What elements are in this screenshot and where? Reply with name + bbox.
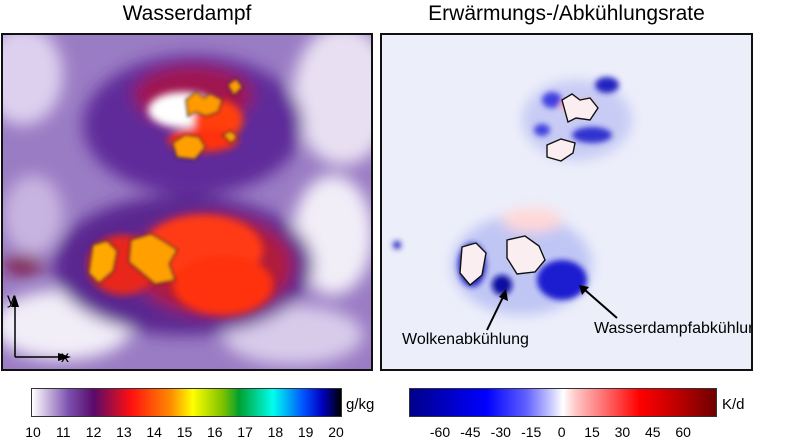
colorbar-tick-label: 12 <box>85 424 102 440</box>
heating-cooling-rate-map: Wolkenabkühlung Wasserdampfabkühlung <box>380 33 753 371</box>
axes-arrows-icon <box>11 295 71 361</box>
colorbar-tick-label: 45 <box>645 424 661 440</box>
water-vapour-map: y x <box>1 33 373 371</box>
heating-rate-colorbar <box>409 388 717 417</box>
water-vapour-unit: g/kg <box>346 396 375 413</box>
x-axis-label: x <box>61 349 69 366</box>
water-vapour-colorbar <box>31 388 342 417</box>
colorbar-tick-label: 16 <box>207 424 223 440</box>
colorbar-tick-label: 15 <box>584 424 600 440</box>
colorbar-tick-label: 10 <box>25 424 41 440</box>
colorbar-tick-label: 18 <box>267 424 284 440</box>
colorbar-tick-label: 11 <box>56 424 71 440</box>
colorbar-tick-label: -60 <box>429 424 451 440</box>
colorbar-tick-label: 60 <box>675 424 691 440</box>
colorbar-tick-label: 20 <box>328 424 344 440</box>
colorbar-tick-label: 15 <box>176 424 193 440</box>
y-axis-label: y <box>7 291 15 308</box>
cloud-cooling-annotation: Wolkenabkühlung <box>402 331 529 348</box>
colorbar-tick-label: -15 <box>521 424 542 440</box>
colorbar-tick-label: 30 <box>614 424 631 440</box>
colorbar-tick-label: 17 <box>237 424 253 440</box>
heating-rate-unit: K/d <box>722 396 745 413</box>
left-panel-title: Wasserdampf <box>122 2 252 25</box>
colorbar-tick-label: -45 <box>460 424 481 440</box>
vapour-cooling-annotation: Wasserdampfabkühlung <box>594 320 753 337</box>
colorbar-tick-label: 0 <box>557 424 566 440</box>
colorbar-tick-label: -30 <box>490 424 511 440</box>
annotation-arrows-icon <box>486 285 618 331</box>
colorbar-tick-label: 13 <box>116 424 132 440</box>
colorbar-tick-label: 19 <box>297 424 314 440</box>
colorbar-tick-label: 14 <box>146 424 162 440</box>
right-panel-title: Erwärmungs-/Abkühlungsrate <box>428 2 705 25</box>
